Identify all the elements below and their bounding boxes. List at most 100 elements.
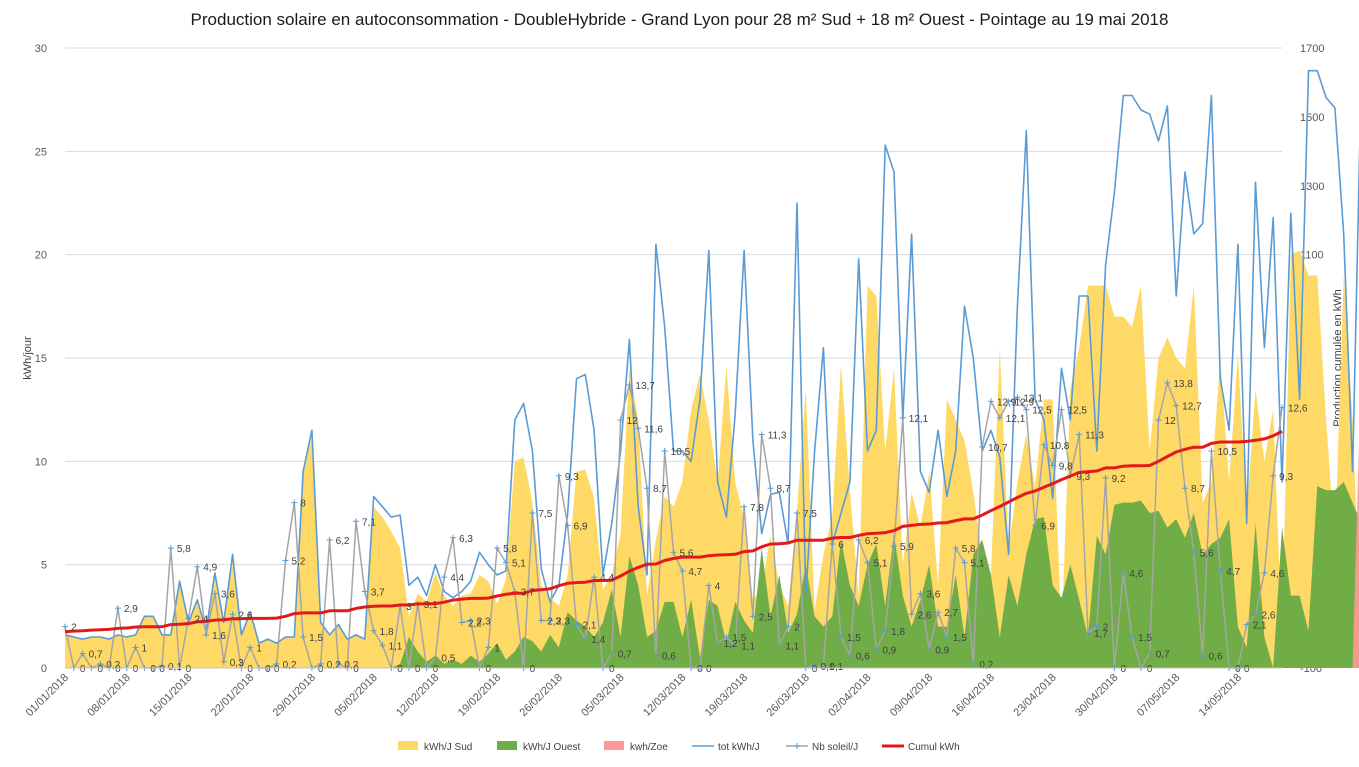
data-label: 9,8 xyxy=(1059,461,1073,472)
x-tick-label: 01/01/2018 xyxy=(24,672,71,719)
x-tick-label: 05/03/2018 xyxy=(579,672,626,719)
x-tick-label: 08/01/2018 xyxy=(85,672,132,719)
data-label: 10,5 xyxy=(671,447,691,458)
data-label: 0,9 xyxy=(882,645,896,656)
data-label: 5,6 xyxy=(1200,548,1214,559)
sun-marker xyxy=(502,559,509,566)
sun-marker xyxy=(1155,417,1162,423)
data-label: 0,3 xyxy=(230,658,244,669)
data-label: 0 xyxy=(318,664,324,675)
sun-marker xyxy=(1173,402,1180,409)
sun-marker xyxy=(229,611,236,618)
data-label: 6,9 xyxy=(574,521,588,532)
sun-marker xyxy=(194,563,201,570)
data-label: 5,1 xyxy=(971,559,985,570)
sun-marker xyxy=(785,623,792,630)
data-label: 12 xyxy=(627,416,639,427)
legend-marker xyxy=(794,743,800,749)
sun-marker xyxy=(379,642,386,649)
sun-marker xyxy=(326,536,333,543)
data-label: 1,5 xyxy=(1138,633,1152,644)
sun-marker xyxy=(1208,448,1215,454)
data-label: 5,6 xyxy=(680,548,694,559)
y-tick-label: 20 xyxy=(35,250,47,262)
sun-marker xyxy=(564,522,571,529)
data-label: 5,2 xyxy=(291,557,305,568)
data-label: 0,2 xyxy=(283,660,297,671)
sun-marker xyxy=(1040,441,1047,448)
data-label: 6,3 xyxy=(459,534,473,545)
data-label: 3,1 xyxy=(424,600,438,611)
y2-tick-label: 1100 xyxy=(1300,250,1324,262)
sun-marker xyxy=(450,534,457,541)
sun-marker xyxy=(776,642,783,649)
sun-marker xyxy=(185,615,192,622)
data-label: 0 xyxy=(247,664,253,675)
line-tot-kwh-j xyxy=(64,69,1359,645)
sun-marker xyxy=(679,567,686,574)
x-tick-label: 26/02/2018 xyxy=(518,672,565,719)
data-label: 1,5 xyxy=(732,633,746,644)
sun-marker xyxy=(626,381,633,388)
data-label: 8 xyxy=(300,499,306,510)
data-label: 0 xyxy=(353,664,359,675)
sun-marker xyxy=(1005,398,1012,405)
data-label: 1,7 xyxy=(1094,629,1108,640)
data-label: 12,7 xyxy=(1182,402,1202,413)
data-label: 0 xyxy=(1244,664,1250,675)
x-tick-label: 07/05/2018 xyxy=(1135,672,1182,719)
data-label: 4,4 xyxy=(600,573,614,584)
sun-marker xyxy=(114,605,121,612)
sun-marker xyxy=(617,417,624,423)
sun-marker xyxy=(935,609,942,616)
data-label: 11,6 xyxy=(644,424,663,435)
x-tick-label: 05/02/2018 xyxy=(332,672,379,719)
data-label: 7,5 xyxy=(803,509,817,520)
data-label: 2,6 xyxy=(1262,610,1276,621)
y-tick-label: 0 xyxy=(41,663,47,675)
data-label: 4,7 xyxy=(1226,567,1240,578)
legend-label: kWh/J Ouest xyxy=(523,742,580,753)
data-label: 12,1 xyxy=(909,414,929,425)
x-tick-label: 23/04/2018 xyxy=(1011,672,1058,719)
data-label: 1,5 xyxy=(847,633,861,644)
data-label: 0 xyxy=(1147,664,1153,675)
sun-marker xyxy=(467,617,474,624)
data-label: 0,1 xyxy=(821,662,835,673)
data-label: 0,1 xyxy=(829,662,843,673)
sun-marker xyxy=(1181,485,1188,492)
sun-marker xyxy=(943,634,950,640)
sun-marker xyxy=(1261,569,1268,576)
sun-marker xyxy=(1058,406,1065,413)
sun-marker xyxy=(1102,474,1109,481)
y-tick-label: 25 xyxy=(35,146,47,158)
sun-marker xyxy=(652,652,659,659)
legend-label: kWh/J Sud xyxy=(424,742,472,753)
y2-tick-label: 1500 xyxy=(1300,112,1324,124)
data-label: 13,7 xyxy=(635,381,655,392)
legend-label: kwh/Zoe xyxy=(630,742,668,753)
data-label: 2,6 xyxy=(239,610,253,621)
data-label: 0,9 xyxy=(935,645,949,656)
data-label: 0,1 xyxy=(168,662,182,673)
data-label: 0,7 xyxy=(1156,650,1170,661)
sun-marker xyxy=(952,545,959,552)
data-label: 0 xyxy=(415,664,421,675)
sun-marker xyxy=(361,588,368,595)
data-label: 0 xyxy=(115,664,121,675)
sun-marker xyxy=(670,549,677,556)
data-label: 2,4 xyxy=(194,614,208,625)
sun-marker xyxy=(732,642,739,649)
sun-marker xyxy=(1270,472,1277,479)
data-label: 8,7 xyxy=(777,484,791,495)
data-label: 0 xyxy=(133,664,139,675)
data-label: 5,1 xyxy=(512,559,526,570)
sun-marker xyxy=(1217,567,1224,574)
data-label: 5,8 xyxy=(962,544,976,555)
data-label: 5,8 xyxy=(503,544,517,555)
x-tick-label: 29/01/2018 xyxy=(271,672,318,719)
y-tick-label: 30 xyxy=(35,43,47,55)
sun-marker xyxy=(282,557,289,564)
sun-marker xyxy=(97,660,104,667)
data-label: 13,8 xyxy=(1173,379,1193,390)
